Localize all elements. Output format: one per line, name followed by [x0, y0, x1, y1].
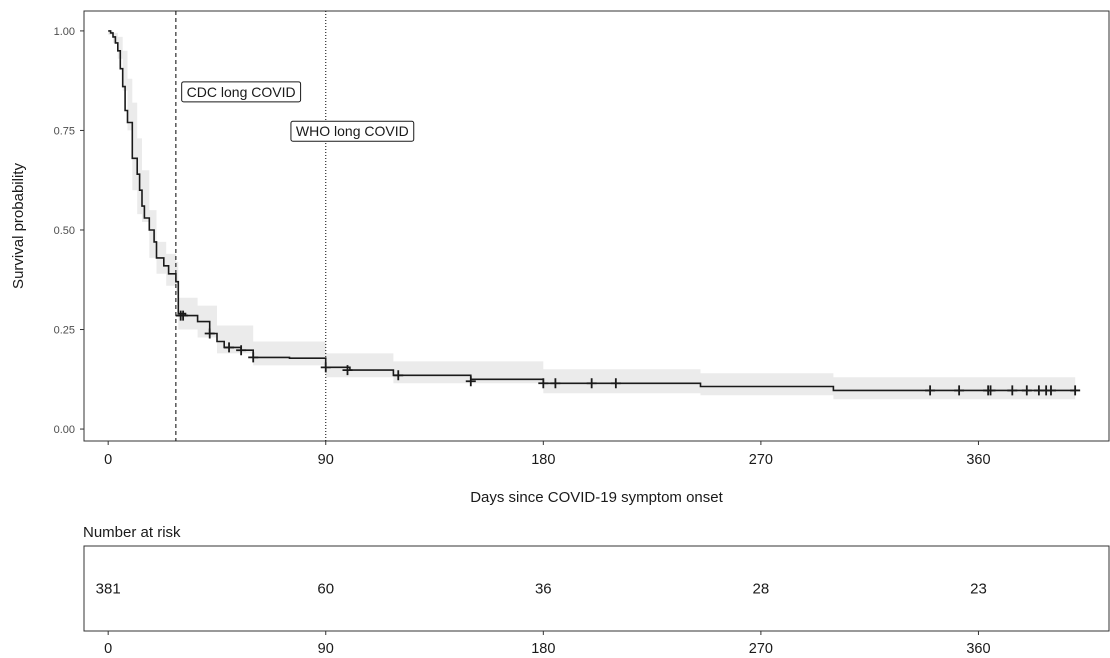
- censor-mark: [985, 385, 996, 396]
- risk-count: 28: [753, 581, 770, 598]
- risk-table-frame: [83, 545, 1110, 632]
- censor-marks: [175, 310, 1081, 396]
- risk-x-tick-label: 0: [104, 641, 112, 657]
- x-axis-title: Days since COVID-19 symptom onset: [470, 489, 723, 506]
- censor-mark: [178, 310, 189, 321]
- censor-mark: [1070, 385, 1081, 396]
- censor-mark: [204, 328, 215, 339]
- y-tick-label: 0.00: [54, 424, 75, 436]
- censor-mark: [1021, 385, 1032, 396]
- number-at-risk-table: Number at risk 381 60 36 28 23 0 90 180 …: [83, 524, 1110, 657]
- y-axis: 0.00 0.25 0.50 0.75 1.00: [54, 26, 84, 436]
- risk-x-tick-label: 90: [318, 641, 334, 657]
- risk-count: 60: [317, 581, 334, 598]
- censor-mark: [925, 385, 936, 396]
- x-axis: 0 90 180 270 360: [104, 441, 991, 468]
- main-plot-frame: [83, 10, 1110, 442]
- y-tick-label: 0.50: [54, 225, 75, 237]
- censor-mark: [1045, 385, 1056, 396]
- x-tick-label: 180: [531, 452, 555, 468]
- risk-count: 36: [535, 581, 552, 598]
- x-tick-label: 270: [749, 452, 773, 468]
- censor-mark: [465, 376, 476, 387]
- cdc-label-text: CDC long COVID: [187, 84, 296, 100]
- censor-mark: [342, 365, 353, 376]
- risk-x-tick-label: 270: [749, 641, 773, 657]
- censor-mark: [320, 362, 331, 373]
- censor-mark: [236, 345, 247, 356]
- y-axis-title: Survival probability: [10, 163, 27, 289]
- risk-count: 381: [96, 581, 121, 598]
- x-tick-label: 90: [318, 452, 334, 468]
- cdc-label-box: CDC long COVID: [181, 81, 302, 103]
- censor-mark: [1007, 385, 1018, 396]
- x-tick-label: 360: [966, 452, 990, 468]
- y-tick-label: 0.25: [54, 325, 75, 337]
- censor-mark: [393, 370, 404, 381]
- who-label-box: WHO long COVID: [290, 120, 415, 142]
- y-tick-label: 1.00: [54, 26, 75, 38]
- censor-mark: [954, 385, 965, 396]
- survival-plot-panel: CDC long COVID WHO long COVID 0.00 0.25 …: [10, 10, 1110, 506]
- censor-mark: [248, 352, 259, 363]
- censor-mark: [586, 378, 597, 389]
- survival-curve-line: [108, 30, 1076, 392]
- y-tick-label: 0.75: [54, 125, 75, 137]
- risk-count: 23: [970, 581, 987, 598]
- censor-mark: [610, 378, 621, 389]
- risk-table-title: Number at risk: [83, 524, 181, 541]
- censor-mark: [224, 342, 235, 353]
- risk-x-tick-label: 360: [966, 641, 990, 657]
- who-label-text: WHO long COVID: [296, 123, 409, 139]
- cdc-label-background: [181, 81, 302, 103]
- x-tick-label: 0: [104, 452, 112, 468]
- censor-mark: [550, 378, 561, 389]
- who-label-background: [290, 120, 415, 142]
- risk-x-tick-label: 180: [531, 641, 555, 657]
- censor-mark: [538, 378, 549, 389]
